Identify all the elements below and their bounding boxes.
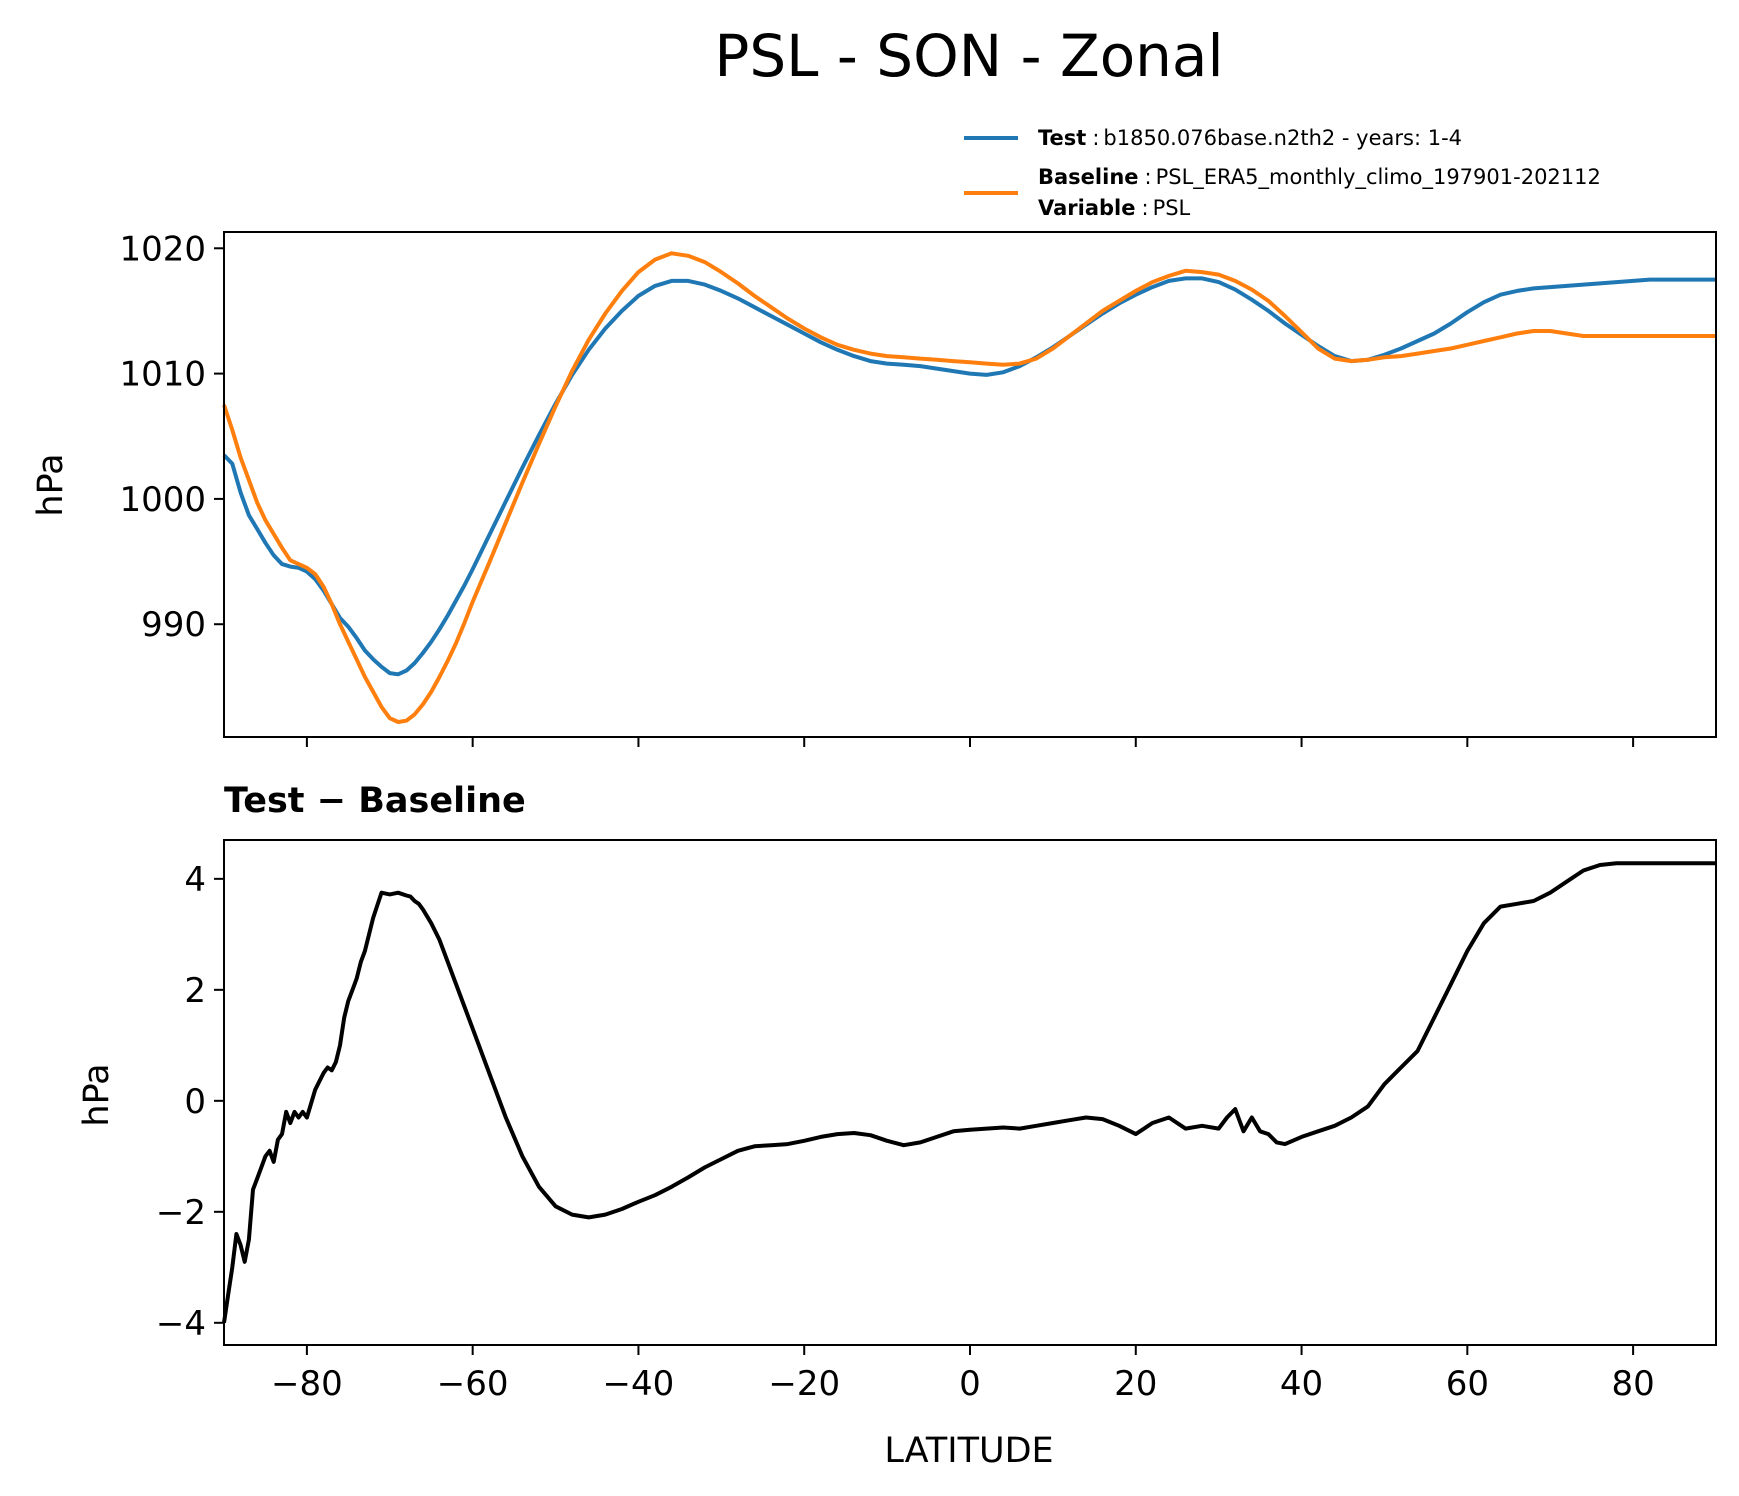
bottom-panel: Test − Baseline −80 −60 −40 −20 0 20 40 60 80 −4…: [77, 781, 1717, 1471]
bottom-ytick-label: 4: [184, 860, 206, 900]
top-ylabel: hPa: [31, 453, 71, 516]
bottom-xtick-label: 80: [1611, 1364, 1654, 1404]
legend-variable-label: Variable: [1038, 196, 1135, 220]
bottom-ytick-label: 0: [184, 1082, 206, 1122]
top-xticks: [305, 737, 1635, 747]
top-ytick-label: 1000: [119, 480, 206, 520]
top-panel: 990 1000 1010 1020 hPa: [31, 229, 1717, 747]
legend-entry-baseline: Baseline: PSL_ERA5_monthly_climo_197901-2…: [1038, 165, 1601, 190]
bottom-xticks: −80 −60 −40 −20 0 20 40 60 80: [271, 1345, 1655, 1404]
bottom-xtick-label: 0: [959, 1364, 981, 1404]
bottom-yticks: −4 −2 0 2 4: [156, 860, 224, 1344]
legend-test-text: b1850.076base.n2th2 - years: 1-4: [1103, 126, 1462, 150]
chart-title: PSL - SON - Zonal: [714, 22, 1223, 90]
bottom-xtick-label: 40: [1280, 1364, 1323, 1404]
series-line-baseline: [222, 251, 1716, 724]
bottom-ytick-label: −2: [156, 1193, 206, 1233]
bottom-xtick-label: −80: [271, 1364, 343, 1404]
top-yticks: 990 1000 1010 1020: [119, 229, 224, 645]
legend-baseline-sep: :: [1145, 165, 1152, 189]
legend-baseline-text: PSL_ERA5_monthly_climo_197901-202112: [1156, 165, 1601, 190]
legend-entry-test: Test: b1850.076base.n2th2 - years: 1-4: [1038, 126, 1462, 150]
legend-entry-variable: Variable: PSL: [1038, 196, 1191, 220]
bottom-series-group: [222, 861, 1716, 1324]
top-ytick-label: 1010: [119, 355, 206, 395]
bottom-ytick-label: 2: [184, 971, 206, 1011]
bottom-xlabel: LATITUDE: [884, 1431, 1053, 1471]
series-line-test: [222, 276, 1716, 677]
legend-baseline-label: Baseline: [1038, 165, 1139, 189]
bottom-xtick-label: 60: [1446, 1364, 1489, 1404]
top-ytick-label: 990: [141, 605, 206, 645]
bottom-ytick-label: −4: [156, 1304, 206, 1344]
top-ytick-label: 1020: [119, 229, 206, 269]
bottom-panel-title: Test − Baseline: [224, 781, 526, 821]
bottom-xtick-label: 20: [1114, 1364, 1157, 1404]
legend-variable-sep: :: [1141, 196, 1148, 220]
bottom-xtick-label: −40: [603, 1364, 675, 1404]
bottom-ylabel: hPa: [77, 1063, 117, 1126]
top-series-group: [222, 251, 1716, 724]
bottom-xtick-label: −20: [768, 1364, 840, 1404]
bottom-xtick-label: −60: [437, 1364, 509, 1404]
legend: Test: b1850.076base.n2th2 - years: 1-4 Ba…: [964, 126, 1601, 220]
legend-variable-text: PSL: [1153, 196, 1191, 220]
series-line-difference: [222, 861, 1716, 1324]
legend-test-sep: :: [1092, 126, 1099, 150]
legend-test-label: Test: [1038, 126, 1086, 150]
